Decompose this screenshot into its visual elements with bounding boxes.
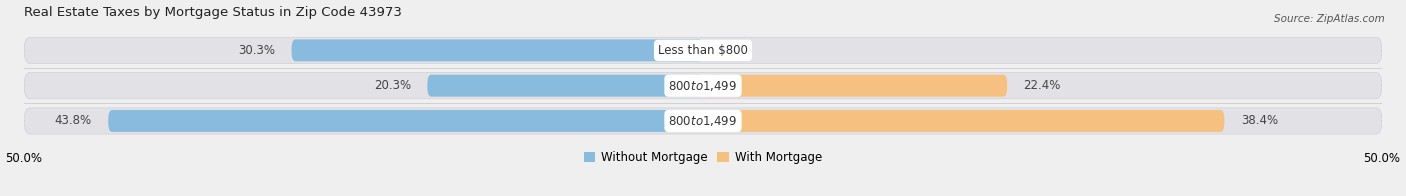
Text: 43.8%: 43.8%	[55, 114, 91, 127]
Text: Source: ZipAtlas.com: Source: ZipAtlas.com	[1274, 14, 1385, 24]
FancyBboxPatch shape	[24, 37, 1382, 64]
Text: 0.0%: 0.0%	[720, 44, 749, 57]
FancyBboxPatch shape	[291, 39, 703, 61]
Text: Real Estate Taxes by Mortgage Status in Zip Code 43973: Real Estate Taxes by Mortgage Status in …	[24, 5, 402, 19]
FancyBboxPatch shape	[427, 75, 703, 97]
Text: $800 to $1,499: $800 to $1,499	[668, 114, 738, 128]
Text: $800 to $1,499: $800 to $1,499	[668, 79, 738, 93]
Text: 20.3%: 20.3%	[374, 79, 411, 92]
Text: 38.4%: 38.4%	[1240, 114, 1278, 127]
FancyBboxPatch shape	[24, 73, 1382, 99]
FancyBboxPatch shape	[703, 75, 1007, 97]
Legend: Without Mortgage, With Mortgage: Without Mortgage, With Mortgage	[579, 146, 827, 169]
Text: 30.3%: 30.3%	[238, 44, 276, 57]
FancyBboxPatch shape	[703, 110, 1225, 132]
FancyBboxPatch shape	[108, 110, 703, 132]
Text: 22.4%: 22.4%	[1024, 79, 1062, 92]
FancyBboxPatch shape	[24, 108, 1382, 134]
Text: Less than $800: Less than $800	[658, 44, 748, 57]
